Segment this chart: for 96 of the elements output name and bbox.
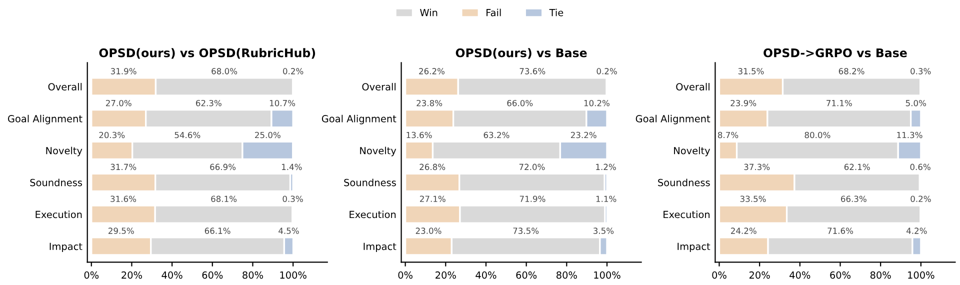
data-label: 24.2% bbox=[731, 228, 756, 234]
y-tick-label: Novelty bbox=[674, 146, 710, 156]
y-tick-label: Impact bbox=[678, 242, 710, 252]
x-tick-label: 60% bbox=[202, 271, 223, 279]
data-label: 3.5% bbox=[594, 228, 614, 234]
data-label: 0.2% bbox=[910, 196, 931, 202]
legend-label: Win bbox=[420, 8, 438, 16]
data-label: 71.1% bbox=[826, 100, 852, 106]
data-label: 63.2% bbox=[484, 132, 510, 138]
data-label: 1.1% bbox=[596, 196, 616, 202]
legend-label: Tie bbox=[549, 8, 564, 16]
x-tick-label: 80% bbox=[870, 271, 891, 279]
y-tick-label: Execution bbox=[664, 210, 710, 218]
x-tick-label: 60% bbox=[830, 271, 851, 279]
data-label: 72.0% bbox=[519, 164, 545, 170]
x-tick-label: 100% bbox=[594, 271, 620, 279]
data-label: 73.6% bbox=[520, 68, 546, 74]
chart-title: OPSD->GRPO vs Base bbox=[764, 48, 907, 58]
data-label: 20.3% bbox=[99, 132, 125, 138]
data-label: 23.9% bbox=[730, 100, 756, 106]
chart-title: OPSD(ours) vs Base bbox=[456, 48, 587, 59]
x-tick-label: 80% bbox=[556, 271, 577, 279]
data-label: 23.0% bbox=[416, 228, 442, 234]
data-label: 0.6% bbox=[910, 164, 930, 170]
x-tick-label: 20% bbox=[122, 271, 142, 279]
data-label: 27.1% bbox=[420, 196, 446, 202]
y-tick-label: Overall bbox=[48, 82, 82, 90]
y-tick-label: Execution bbox=[36, 210, 82, 218]
legend-label: Fail bbox=[486, 8, 501, 16]
x-tick-label: 60% bbox=[516, 271, 537, 279]
data-label: 71.6% bbox=[828, 228, 854, 234]
data-label: 66.3% bbox=[841, 196, 866, 202]
y-tick-label: Goal Alignment bbox=[322, 114, 396, 124]
x-tick-label: 0% bbox=[712, 271, 726, 279]
data-label: 0.3% bbox=[282, 196, 303, 202]
y-tick-label: Soundness bbox=[30, 178, 82, 186]
x-tick-label: 100% bbox=[280, 271, 306, 279]
x-tick-label: 40% bbox=[790, 271, 810, 279]
data-label: 71.9% bbox=[520, 196, 546, 202]
y-tick-label: Novelty bbox=[360, 146, 396, 156]
data-label: 66.1% bbox=[204, 228, 230, 234]
data-label: 0.3% bbox=[910, 68, 931, 74]
data-label: 62.1% bbox=[844, 164, 870, 170]
data-label: 26.2% bbox=[419, 68, 445, 74]
data-label: 62.3% bbox=[196, 100, 222, 106]
y-tick-label: Novelty bbox=[46, 146, 82, 156]
data-label: 31.7% bbox=[110, 164, 136, 170]
data-label: 66.0% bbox=[507, 100, 533, 106]
data-label: 66.9% bbox=[210, 164, 236, 170]
data-label: 68.0% bbox=[212, 68, 238, 74]
x-tick-label: 0% bbox=[398, 271, 412, 279]
data-label: 31.6% bbox=[110, 196, 136, 202]
y-tick-label: Overall bbox=[676, 82, 710, 90]
data-label: 31.9% bbox=[110, 68, 136, 74]
data-label: 25.0% bbox=[255, 132, 280, 138]
data-label: 1.2% bbox=[596, 164, 616, 170]
data-label: 0.2% bbox=[596, 68, 617, 74]
data-label: 80.0% bbox=[804, 132, 830, 138]
data-label: 37.3% bbox=[744, 164, 770, 170]
data-label: 73.5% bbox=[513, 228, 539, 234]
data-label: 5.0% bbox=[906, 100, 926, 106]
x-tick-label: 20% bbox=[749, 271, 770, 279]
x-tick-label: 40% bbox=[476, 271, 496, 279]
data-label: 31.5% bbox=[738, 68, 764, 74]
data-label: 0.2% bbox=[283, 68, 304, 74]
x-tick-label: 0% bbox=[84, 271, 99, 279]
y-tick-label: Goal Alignment bbox=[8, 114, 82, 124]
data-label: 4.2% bbox=[906, 228, 927, 234]
x-tick-label: 100% bbox=[908, 271, 934, 279]
chart-title: OPSD(ours) vs OPSD(RubricHub) bbox=[99, 48, 316, 59]
data-label: 1.4% bbox=[282, 164, 302, 170]
data-label: 26.8% bbox=[420, 164, 446, 170]
y-tick-label: Impact bbox=[50, 242, 82, 252]
data-label: 33.5% bbox=[740, 196, 766, 202]
y-tick-label: Execution bbox=[350, 210, 396, 218]
data-label: 68.2% bbox=[838, 68, 864, 74]
data-label: 10.7% bbox=[270, 100, 296, 106]
data-label: 68.1% bbox=[211, 196, 237, 202]
data-label: 4.5% bbox=[278, 228, 299, 234]
y-tick-label: Overall bbox=[362, 82, 396, 90]
data-label: 54.6% bbox=[174, 132, 200, 138]
y-tick-label: Soundness bbox=[344, 178, 396, 186]
data-label: 13.6% bbox=[406, 132, 432, 138]
data-label: 23.8% bbox=[416, 100, 442, 106]
data-label: 29.5% bbox=[108, 228, 134, 234]
data-label: 8.7% bbox=[718, 132, 738, 138]
data-label: 23.2% bbox=[570, 132, 596, 138]
y-tick-label: Soundness bbox=[658, 178, 710, 186]
data-label: 10.2% bbox=[584, 100, 610, 106]
y-tick-label: Impact bbox=[364, 242, 396, 252]
data-label: 27.0% bbox=[106, 100, 132, 106]
x-tick-label: 20% bbox=[436, 271, 456, 279]
y-tick-label: Goal Alignment bbox=[636, 114, 710, 124]
x-tick-label: 80% bbox=[242, 271, 264, 279]
data-label: 11.3% bbox=[897, 132, 922, 138]
x-tick-label: 40% bbox=[162, 271, 182, 279]
